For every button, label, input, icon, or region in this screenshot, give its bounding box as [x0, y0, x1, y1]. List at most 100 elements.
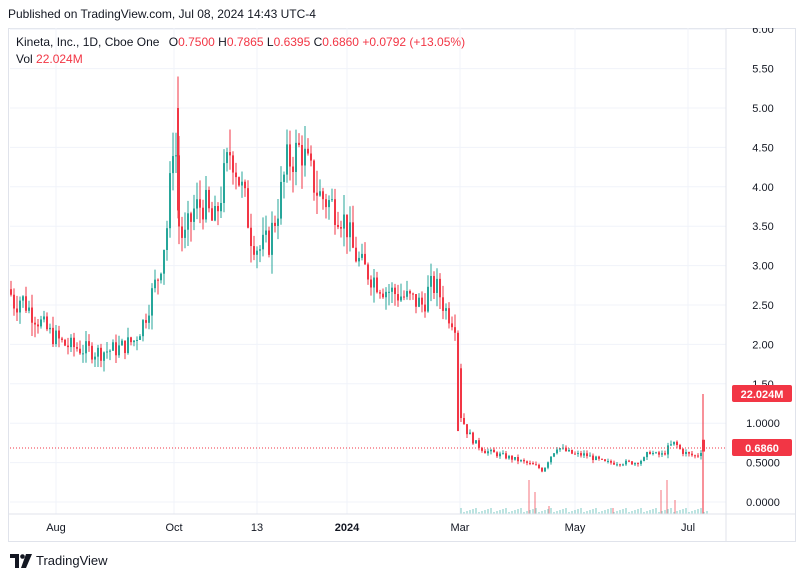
candle-body	[541, 467, 543, 472]
candle-body	[601, 458, 603, 460]
candle-body	[667, 445, 669, 455]
candle-body	[328, 200, 330, 208]
volume-bar	[553, 512, 555, 514]
candle-body	[205, 189, 207, 220]
candle-body	[421, 297, 423, 305]
volume-row: Vol 22.024M	[16, 51, 465, 68]
volume-bar	[583, 512, 585, 514]
candle-body	[280, 181, 282, 219]
candle-body	[175, 155, 177, 157]
candle-body	[358, 257, 360, 262]
candle-body	[346, 214, 348, 238]
candle-body	[106, 351, 108, 353]
volume-bar	[703, 512, 705, 514]
volume-bar	[534, 492, 536, 514]
candle-body	[526, 461, 528, 463]
volume-bar	[655, 508, 657, 514]
volume-bar	[478, 512, 480, 514]
candle-body	[124, 340, 126, 354]
candle-body	[112, 342, 114, 351]
candle-body	[43, 316, 45, 320]
y-tick-label: 0.0000	[746, 497, 780, 509]
volume-bar	[523, 512, 525, 514]
volume-bar	[460, 508, 462, 514]
volume-bar	[532, 509, 534, 514]
candle-body	[673, 441, 675, 445]
candle-body	[199, 199, 201, 208]
candle-body	[223, 163, 225, 204]
candle-body	[214, 206, 216, 221]
candle-body	[157, 279, 159, 281]
volume-bar	[619, 510, 621, 514]
candle-body	[55, 330, 57, 345]
volume-label: Vol	[16, 52, 33, 66]
candle-body	[595, 456, 597, 461]
candle-body	[283, 174, 285, 182]
price-chart[interactable]: 0.00000.50001.00001.502.002.503.003.504.…	[8, 28, 796, 542]
candle-body	[415, 294, 417, 307]
candle-body	[220, 203, 222, 212]
volume-bar	[595, 508, 597, 514]
x-tick-label: Mar	[451, 522, 470, 534]
x-tick-label: Jul	[681, 522, 695, 534]
candle-body	[517, 457, 519, 462]
candle-body	[586, 453, 588, 457]
volume-bar	[601, 511, 603, 514]
volume-bar	[660, 490, 662, 514]
volume-bar	[535, 508, 537, 514]
candle-body	[193, 208, 195, 222]
y-tick-label: 6.00	[752, 28, 773, 36]
candle-body	[118, 345, 120, 356]
volume-bar	[565, 508, 567, 514]
candle-body	[583, 453, 585, 456]
candle-body	[268, 230, 270, 255]
candle-body	[631, 461, 633, 465]
y-tick-label: 0.5000	[746, 458, 780, 470]
volume-bar	[706, 511, 708, 514]
candle-body	[310, 153, 312, 161]
candle-body	[520, 460, 522, 462]
candle-body	[640, 460, 642, 464]
candle-body	[460, 368, 462, 419]
volume-bar	[652, 509, 654, 514]
x-tick-label: 2024	[335, 522, 360, 534]
volume-bar	[667, 509, 669, 514]
candle-body	[490, 449, 492, 452]
symbol-label: Kineta, Inc., 1D, Cboe One	[16, 35, 160, 49]
volume-bar	[634, 510, 636, 514]
y-tick-label: 4.00	[752, 182, 773, 194]
candle-body	[598, 456, 600, 459]
candle-body	[436, 278, 438, 293]
volume-bar	[544, 510, 546, 514]
candle-body	[130, 337, 132, 343]
candle-body	[442, 297, 444, 311]
candle-body	[172, 156, 174, 174]
volume-bar	[475, 508, 477, 514]
candle-body	[658, 452, 660, 455]
volume-bar	[674, 500, 676, 514]
volume-bar	[610, 508, 612, 514]
volume-bar	[631, 511, 633, 514]
candle-body	[226, 152, 228, 164]
close-value: 0.6860	[322, 35, 359, 49]
published-header: Published on TradingView.com, Jul 08, 20…	[0, 0, 804, 28]
candle-body	[181, 226, 183, 238]
volume-bar	[666, 480, 668, 514]
candle-body	[349, 222, 351, 238]
candle-body	[661, 453, 663, 455]
candle-body	[379, 292, 381, 294]
candle-body	[637, 463, 639, 465]
volume-bar	[574, 510, 576, 514]
x-tick-label: Oct	[165, 522, 182, 534]
candle-body	[694, 455, 696, 457]
volume-bar	[493, 512, 495, 514]
candle-body	[148, 315, 150, 323]
volume-bar	[673, 512, 675, 514]
candle-body	[628, 460, 630, 462]
candle-body	[304, 148, 306, 166]
candle-body	[97, 347, 99, 357]
candle-body	[145, 320, 147, 323]
footer-brand[interactable]: TradingView	[10, 550, 108, 572]
volume-bar	[538, 512, 540, 514]
candle-body	[166, 228, 168, 250]
